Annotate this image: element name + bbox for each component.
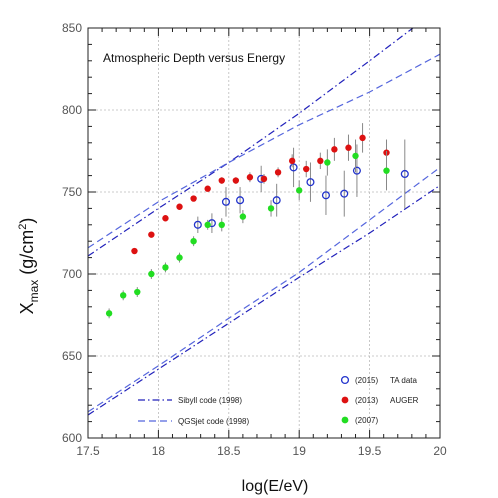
auger-point	[331, 146, 338, 153]
y2007-point	[148, 270, 155, 278]
y2007-point	[190, 238, 197, 245]
grid-layer	[88, 28, 440, 438]
y2007-point	[218, 221, 225, 228]
y2007-point	[324, 159, 331, 166]
auger-point	[260, 175, 268, 183]
y-axis-title-main: X	[17, 302, 37, 314]
ta-point	[236, 196, 245, 205]
axis-ticks: 17.5 18 18.5 19 19.5 20 600 650 700 750 800 850	[62, 21, 447, 458]
y2007-point	[120, 292, 127, 299]
y2007-point	[352, 152, 359, 160]
legend-sibyll-label: Sibyll code (1998)	[178, 396, 242, 405]
x-tick-label: 18.5	[217, 444, 241, 458]
legend-models: Sibyll code (1998) QGSjet code (1998)	[138, 396, 249, 426]
legend-data: (2015) TA data (2013) AUGER (2007)	[340, 375, 419, 425]
y-axis-title-unit-sup: 2	[17, 224, 29, 230]
y-tick-label: 600	[62, 431, 82, 445]
sibyll-curve-upper	[88, 28, 414, 257]
auger-point	[218, 177, 225, 184]
y-tick-label: 800	[62, 103, 82, 117]
auger-point	[303, 165, 310, 173]
auger-point	[148, 231, 155, 238]
y2007-point	[296, 187, 303, 194]
ta-point	[193, 220, 202, 229]
auger-point	[131, 247, 138, 255]
x-tick-label: 20	[433, 444, 447, 458]
y2007-point	[105, 310, 113, 317]
auger-point	[359, 134, 366, 142]
y-tick-label: 850	[62, 21, 82, 35]
y-axis-title-sub: max	[27, 280, 41, 303]
legend-ta-year: (2015)	[355, 376, 378, 385]
ta-point	[306, 178, 315, 187]
ta-point	[400, 169, 409, 179]
y-tick-label: 750	[62, 185, 82, 199]
auger-point	[345, 144, 352, 151]
legend-auger-name: AUGER	[390, 396, 419, 405]
legend-2007-year: (2007)	[355, 416, 378, 425]
auger-point	[288, 157, 296, 165]
legend-auger-year: (2013)	[355, 396, 378, 405]
chart-title: Atmospheric Depth versus Energy	[103, 51, 285, 65]
legend-auger-marker	[341, 396, 349, 404]
auger-point	[190, 195, 197, 202]
x-tick-label: 18	[152, 444, 166, 458]
plot-frame	[87, 27, 441, 439]
y-axis-title-unit: (g/cm	[17, 230, 37, 280]
legend-ta-marker	[340, 375, 350, 385]
y2007-point	[383, 167, 390, 174]
y2007-point	[162, 264, 169, 271]
ta-point	[340, 189, 349, 198]
y2007-point	[176, 254, 183, 261]
auger-point	[162, 215, 169, 222]
ta-point	[221, 197, 231, 206]
x-tick-label: 19	[293, 444, 307, 458]
y2007-point	[204, 221, 211, 228]
auger-point	[274, 169, 282, 176]
legend-ta-name: TA data	[390, 376, 418, 385]
y-tick-label: 700	[62, 267, 82, 281]
ta-point	[352, 166, 361, 175]
auger-point	[246, 174, 254, 181]
auger-point	[176, 203, 183, 210]
qgsjet-curve-upper	[88, 53, 440, 249]
y2007-point	[267, 205, 275, 212]
y-tick-label: 650	[62, 349, 82, 363]
x-tick-label: 17.5	[76, 444, 100, 458]
y2007-point	[134, 288, 141, 296]
x-tick-label: 19.5	[358, 444, 382, 458]
legend-2007-marker	[341, 416, 349, 424]
y2007-point	[239, 213, 247, 220]
auger-point	[317, 157, 324, 165]
model-curves	[88, 28, 440, 416]
data-points	[105, 123, 409, 319]
sibyll-curve-lower	[88, 184, 440, 416]
qgsjet-curve-lower	[88, 166, 440, 413]
ta-point	[272, 196, 281, 205]
auger-point	[204, 185, 211, 192]
y-axis-title-unit-close: )	[17, 218, 37, 224]
x-axis-title: log(E/eV)	[242, 478, 309, 495]
y-axis-title: Xmax (g/cm2)	[17, 218, 41, 315]
legend-qgsjet-label: QGSjet code (1998)	[178, 417, 249, 426]
auger-point	[232, 177, 240, 184]
ta-point	[289, 163, 298, 172]
ta-point	[321, 191, 331, 200]
